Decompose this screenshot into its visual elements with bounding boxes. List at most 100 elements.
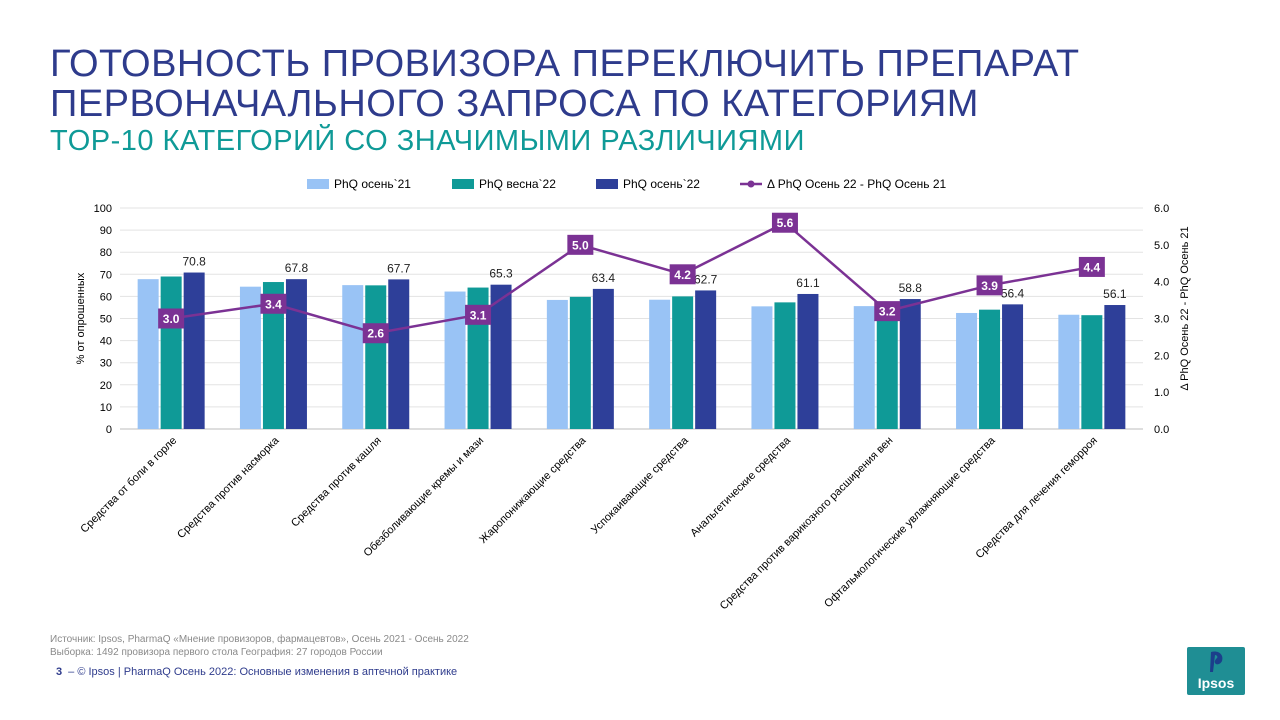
footer-text: © Ipsos | PharmaQ Осень 2022: Основные и… <box>77 666 458 678</box>
y-tick-label: 60 <box>100 291 112 303</box>
y-tick-label: 50 <box>100 314 112 326</box>
y-tick-label: 100 <box>94 203 112 215</box>
y-tick-label: 70 <box>100 269 112 281</box>
bar <box>1081 315 1103 429</box>
delta-line <box>170 221 1093 335</box>
logo-text: Ipsos <box>1197 675 1235 691</box>
bar-value-label: 67.8 <box>285 261 309 275</box>
delta-marker <box>669 264 696 285</box>
x-tick-label: Обезболивающие кремы и мази <box>362 435 487 560</box>
y2-tick-label: 3.0 <box>1154 314 1169 326</box>
page-subtitle: TOP-10 КАТЕГОРИЙ СО ЗНАЧИМЫМИ РАЗЛИЧИЯМИ <box>50 125 805 157</box>
bar <box>797 293 819 429</box>
footnote: Источник: Ipsos, PharmaQ «Мнение провизо… <box>50 633 469 659</box>
x-tick-label: Средства против насморка <box>175 434 282 541</box>
bar <box>649 299 671 429</box>
x-tick-label: Офтальмологические увлажняющие средства <box>822 434 998 610</box>
bar <box>899 299 921 429</box>
delta-marker <box>1078 256 1105 277</box>
delta-value-label: 5.6 <box>777 216 794 230</box>
footnote-source: Источник: Ipsos, PharmaQ «Мнение провизо… <box>50 634 469 645</box>
bar <box>183 272 205 429</box>
bar <box>444 291 466 429</box>
legend-swatch <box>307 179 329 189</box>
delta-marker <box>465 304 492 325</box>
bar <box>956 312 978 429</box>
delta-marker <box>771 212 798 233</box>
y-tick-label: 90 <box>100 225 112 237</box>
legend-swatch <box>596 179 618 189</box>
delta-marker <box>362 323 389 344</box>
legend-swatch <box>452 179 474 189</box>
title-line-1: ГОТОВНОСТЬ ПРОВИЗОРА ПЕРЕКЛЮЧИТЬ ПРЕПАРА… <box>50 43 1080 85</box>
y-tick-label: 80 <box>100 247 112 259</box>
y-tick-label: 40 <box>100 336 112 348</box>
combo-chart: 0 10 20 30 40 50 60 70 80 90 100 0.0 1.0 2.0 3.0 4.0 5.0… <box>75 177 1191 612</box>
bar <box>285 279 307 429</box>
footer: 3– © Ipsos | PharmaQ Осень 2022: Основны… <box>56 666 457 678</box>
y-axis-title: % от опрошенных <box>75 272 87 364</box>
delta-marker <box>158 308 185 329</box>
bar <box>1058 314 1080 429</box>
y-tick-label: 0 <box>106 424 112 436</box>
delta-value-label: 5.0 <box>572 238 589 252</box>
y2-tick-label: 1.0 <box>1154 387 1169 399</box>
delta-value-label: 2.6 <box>367 327 384 341</box>
legend-label: PhQ осень`22 <box>623 177 700 191</box>
y2-tick-label: 6.0 <box>1154 203 1169 215</box>
delta-marker <box>874 301 901 322</box>
footnote-sample: Выборка: 1492 провизора первого стола Ге… <box>50 647 383 658</box>
bar <box>239 286 261 429</box>
bar-value-label: 67.7 <box>387 261 411 275</box>
bar-value-label: 62.7 <box>694 272 718 286</box>
x-tick-label: Средства против кашля <box>289 435 384 530</box>
delta-marker <box>567 234 594 255</box>
legend-line-marker <box>747 180 755 188</box>
bar-value-label: 61.1 <box>796 276 820 290</box>
ipsos-logo: Ipsos <box>1187 647 1245 695</box>
x-tick-label: Средства для лечения геморроя <box>974 435 1100 561</box>
page-title: ГОТОВНОСТЬ ПРОВИЗОРА ПЕРЕКЛЮЧИТЬ ПРЕПАРА… <box>50 44 1080 124</box>
bar-value-label: 70.8 <box>182 255 206 269</box>
bar <box>365 285 387 429</box>
y-tick-label: 30 <box>100 358 112 370</box>
delta-value-label: 3.0 <box>163 312 180 326</box>
x-tick-label: Жаропонижающие средства <box>477 434 589 546</box>
bar <box>876 304 898 429</box>
y2-tick-label: 0.0 <box>1154 424 1169 436</box>
delta-marker <box>260 293 287 314</box>
delta-value-label: 3.4 <box>265 297 282 311</box>
bar-value-label: 63.4 <box>592 271 616 285</box>
bar <box>546 299 568 429</box>
y-tick-label: 10 <box>100 402 112 414</box>
y2-tick-label: 2.0 <box>1154 350 1169 362</box>
y2-axis-title: Δ PhQ Осень 22 - PhQ Осень 21 <box>1179 226 1191 390</box>
x-tick-label: Средства от боли в горле <box>78 435 179 536</box>
x-tick-label: Анальгетические средства <box>688 434 793 539</box>
bar <box>160 276 182 429</box>
bar <box>342 285 364 429</box>
title-line-2: ПЕРВОНАЧАЛЬНОГО ЗАПРОСА ПО КАТЕГОРИЯМ <box>50 83 979 125</box>
bar <box>1104 305 1126 429</box>
bar <box>569 296 591 429</box>
page-number: 3 <box>56 666 63 678</box>
bar <box>262 282 284 429</box>
footer-dash: – <box>68 666 75 678</box>
y2-tick-label: 5.0 <box>1154 240 1169 252</box>
x-tick-label: Успокаивающие средства <box>589 434 691 536</box>
bar <box>695 290 717 429</box>
delta-value-label: 4.4 <box>1084 260 1101 274</box>
legend-label: Δ PhQ Осень 22 - PhQ Осень 21 <box>767 177 947 191</box>
bar-value-label: 58.8 <box>899 281 923 295</box>
bar <box>490 284 512 429</box>
y-tick-label: 20 <box>100 380 112 392</box>
bar <box>672 296 694 429</box>
bar <box>774 302 796 429</box>
bar-value-label: 65.3 <box>489 267 513 281</box>
legend-label: PhQ весна`22 <box>479 177 556 191</box>
y2-tick-label: 4.0 <box>1154 277 1169 289</box>
bar <box>137 279 159 429</box>
legend-label: PhQ осень`21 <box>334 177 411 191</box>
bar <box>853 306 875 429</box>
bar <box>388 279 410 429</box>
